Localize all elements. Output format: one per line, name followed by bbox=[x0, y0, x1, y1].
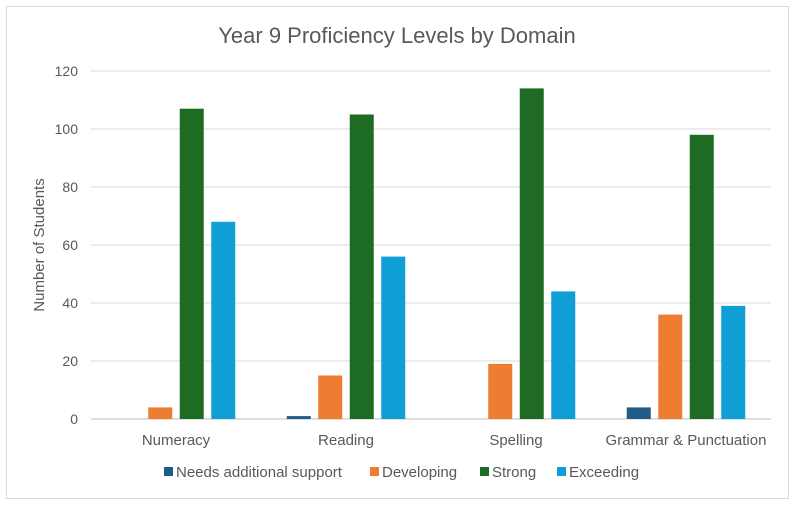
legend-swatch bbox=[557, 467, 566, 476]
y-tick-label: 80 bbox=[62, 179, 78, 195]
legend-label: Developing bbox=[382, 464, 457, 481]
legend-label: Needs additional support bbox=[176, 464, 343, 481]
bar bbox=[721, 305, 746, 419]
x-axis-ticks: Numeracy Reading Spelling Grammar & Punctua… bbox=[142, 432, 767, 449]
bar bbox=[488, 363, 513, 419]
bar bbox=[349, 114, 374, 419]
bar bbox=[519, 88, 544, 420]
y-tick-label: 120 bbox=[55, 63, 79, 79]
bar bbox=[689, 134, 714, 420]
x-tick-label: Grammar & Punctuation bbox=[606, 432, 767, 449]
gridlines bbox=[91, 70, 771, 420]
legend-label: Strong bbox=[492, 464, 536, 481]
bar bbox=[551, 291, 576, 419]
bar bbox=[658, 314, 683, 419]
y-tick-label: 0 bbox=[70, 411, 78, 427]
y-tick-label: 60 bbox=[62, 237, 78, 253]
legend-label: Exceeding bbox=[569, 464, 639, 481]
y-tick-label: 100 bbox=[55, 121, 79, 137]
x-tick-label: Spelling bbox=[489, 432, 542, 449]
y-axis-label: Number of Students bbox=[31, 178, 48, 311]
legend-swatch bbox=[480, 467, 489, 476]
y-tick-label: 20 bbox=[62, 353, 78, 369]
bar bbox=[318, 375, 343, 419]
bar bbox=[286, 416, 311, 419]
legend-swatch bbox=[370, 467, 379, 476]
bar bbox=[626, 407, 651, 419]
legend: Needs additional support Developing Strong… bbox=[164, 464, 639, 481]
x-tick-label: Numeracy bbox=[142, 432, 211, 449]
bar bbox=[179, 108, 204, 419]
chart-title: Year 9 Proficiency Levels by Domain bbox=[218, 23, 575, 48]
bar bbox=[148, 407, 173, 419]
bars bbox=[148, 88, 746, 420]
y-tick-label: 40 bbox=[62, 295, 78, 311]
legend-swatch bbox=[164, 467, 173, 476]
bar bbox=[381, 256, 406, 419]
x-tick-label: Reading bbox=[318, 432, 374, 449]
bar bbox=[211, 221, 236, 419]
y-axis-ticks: 0 20 40 60 80 100 120 bbox=[55, 63, 79, 427]
